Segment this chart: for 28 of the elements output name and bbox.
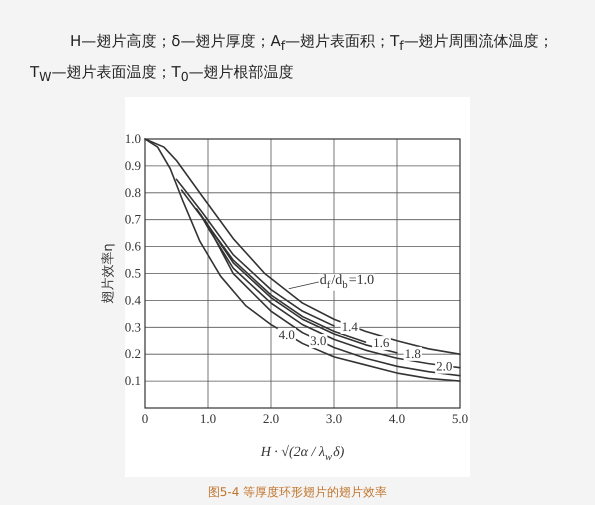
series-label: 1.4 (340, 318, 360, 334)
series-label: d$_{f}$/d$_{b}$=1.0 (288, 272, 376, 291)
y-tick-label: 0.5 (124, 266, 141, 280)
series-label: 2.0 (435, 358, 454, 374)
y-tick-label: 1.0 (124, 131, 141, 146)
series-label: 1.6 (372, 335, 391, 350)
x-tick-label: 3.0 (326, 411, 342, 426)
y-tick-label: 0.6 (124, 238, 142, 254)
series-label: 3.0 (309, 333, 328, 348)
y-tick-label: 0.4 (124, 292, 142, 308)
x-tick-label: 4.0 (388, 411, 406, 426)
y-tick-label: 0.1 (124, 373, 141, 388)
y-tick-label: 0.9 (124, 158, 141, 173)
y-tick-label: 0.7 (124, 212, 142, 227)
y-axis-title: 翅片效率η (100, 243, 116, 304)
x-axis-title: H · √(2α / λ$_{w}$δ) (260, 444, 345, 463)
legend-label: d$_{f}$/d$_{b}$=1.0 (320, 272, 374, 291)
caption: 图5-4 等厚度环形翅片的翅片效率 (208, 485, 388, 499)
y-tick-label: 0.8 (124, 184, 141, 200)
series-label: 1.8 (404, 346, 422, 361)
y-tick-label: 0.2 (124, 346, 141, 362)
x-tick-label: 5.0 (452, 411, 468, 426)
x-tick-label: 0 (142, 411, 148, 426)
x-tick-label: 2.0 (262, 411, 280, 426)
x-tick-label: 1.0 (200, 411, 216, 426)
chart-title: H—翅片高度；δ—翅片厚度；A$_{f}$—翅片表面积；T$_{f}$—翅片周围流体温度；T$_{W}$—翅片表面温度；T$_{0}$—翅片根部温度 (30, 32, 554, 84)
series-label: 4.0 (278, 327, 296, 342)
y-tick-label: 0.3 (124, 319, 141, 334)
